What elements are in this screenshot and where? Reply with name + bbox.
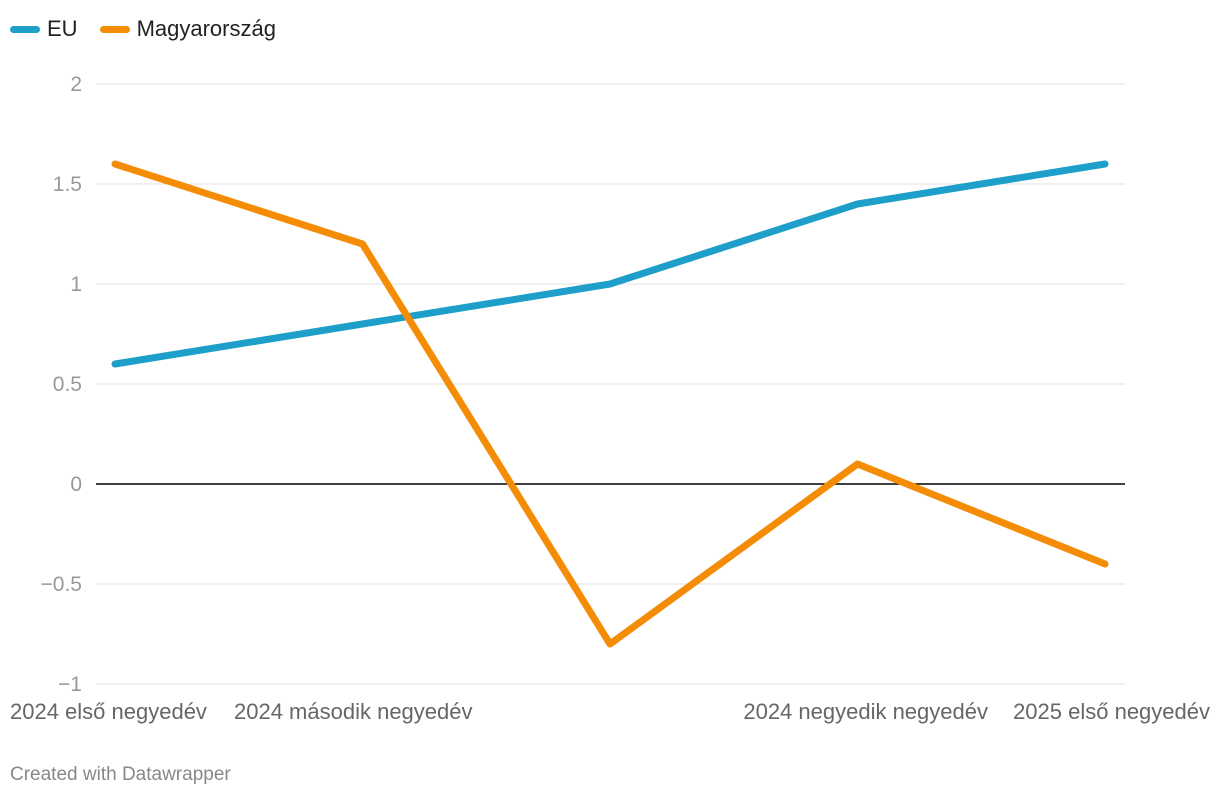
plot-area: 2 1.5 1 0.5 0 −0.5 −1 2024 első negyedév 2024 má… [10,73,1210,724]
x-tick-label: 2024 negyedik negyedév [743,699,988,724]
x-tick-label: 2025 első negyedév [1013,699,1210,724]
y-tick-label: −1 [58,673,82,696]
y-tick-label: 0.5 [53,373,82,396]
legend-swatch-eu [10,25,40,33]
credit-text[interactable]: Created with Datawrapper [10,764,231,785]
y-tick-label: 1 [70,273,82,296]
series-line-magyarorszag [111,160,1109,648]
x-tick-label: 2024 második negyedév [234,699,473,724]
y-tick-label: 0 [70,473,82,496]
y-tick-label: 1.5 [53,173,82,196]
legend-item-eu: EU [10,16,78,42]
y-tick-label: −0.5 [41,573,82,596]
legend-label-magyarorszag: Magyarország [136,16,276,41]
y-tick-label: 2 [70,73,82,96]
legend-item-magyarorszag: Magyarország [99,16,276,42]
legend-swatch-magyarorszag [99,25,130,33]
legend: EU Magyarország [10,16,298,42]
series-line-eu [111,160,1109,368]
x-tick-label: 2024 első negyedév [10,699,207,724]
legend-label-eu: EU [47,16,78,41]
